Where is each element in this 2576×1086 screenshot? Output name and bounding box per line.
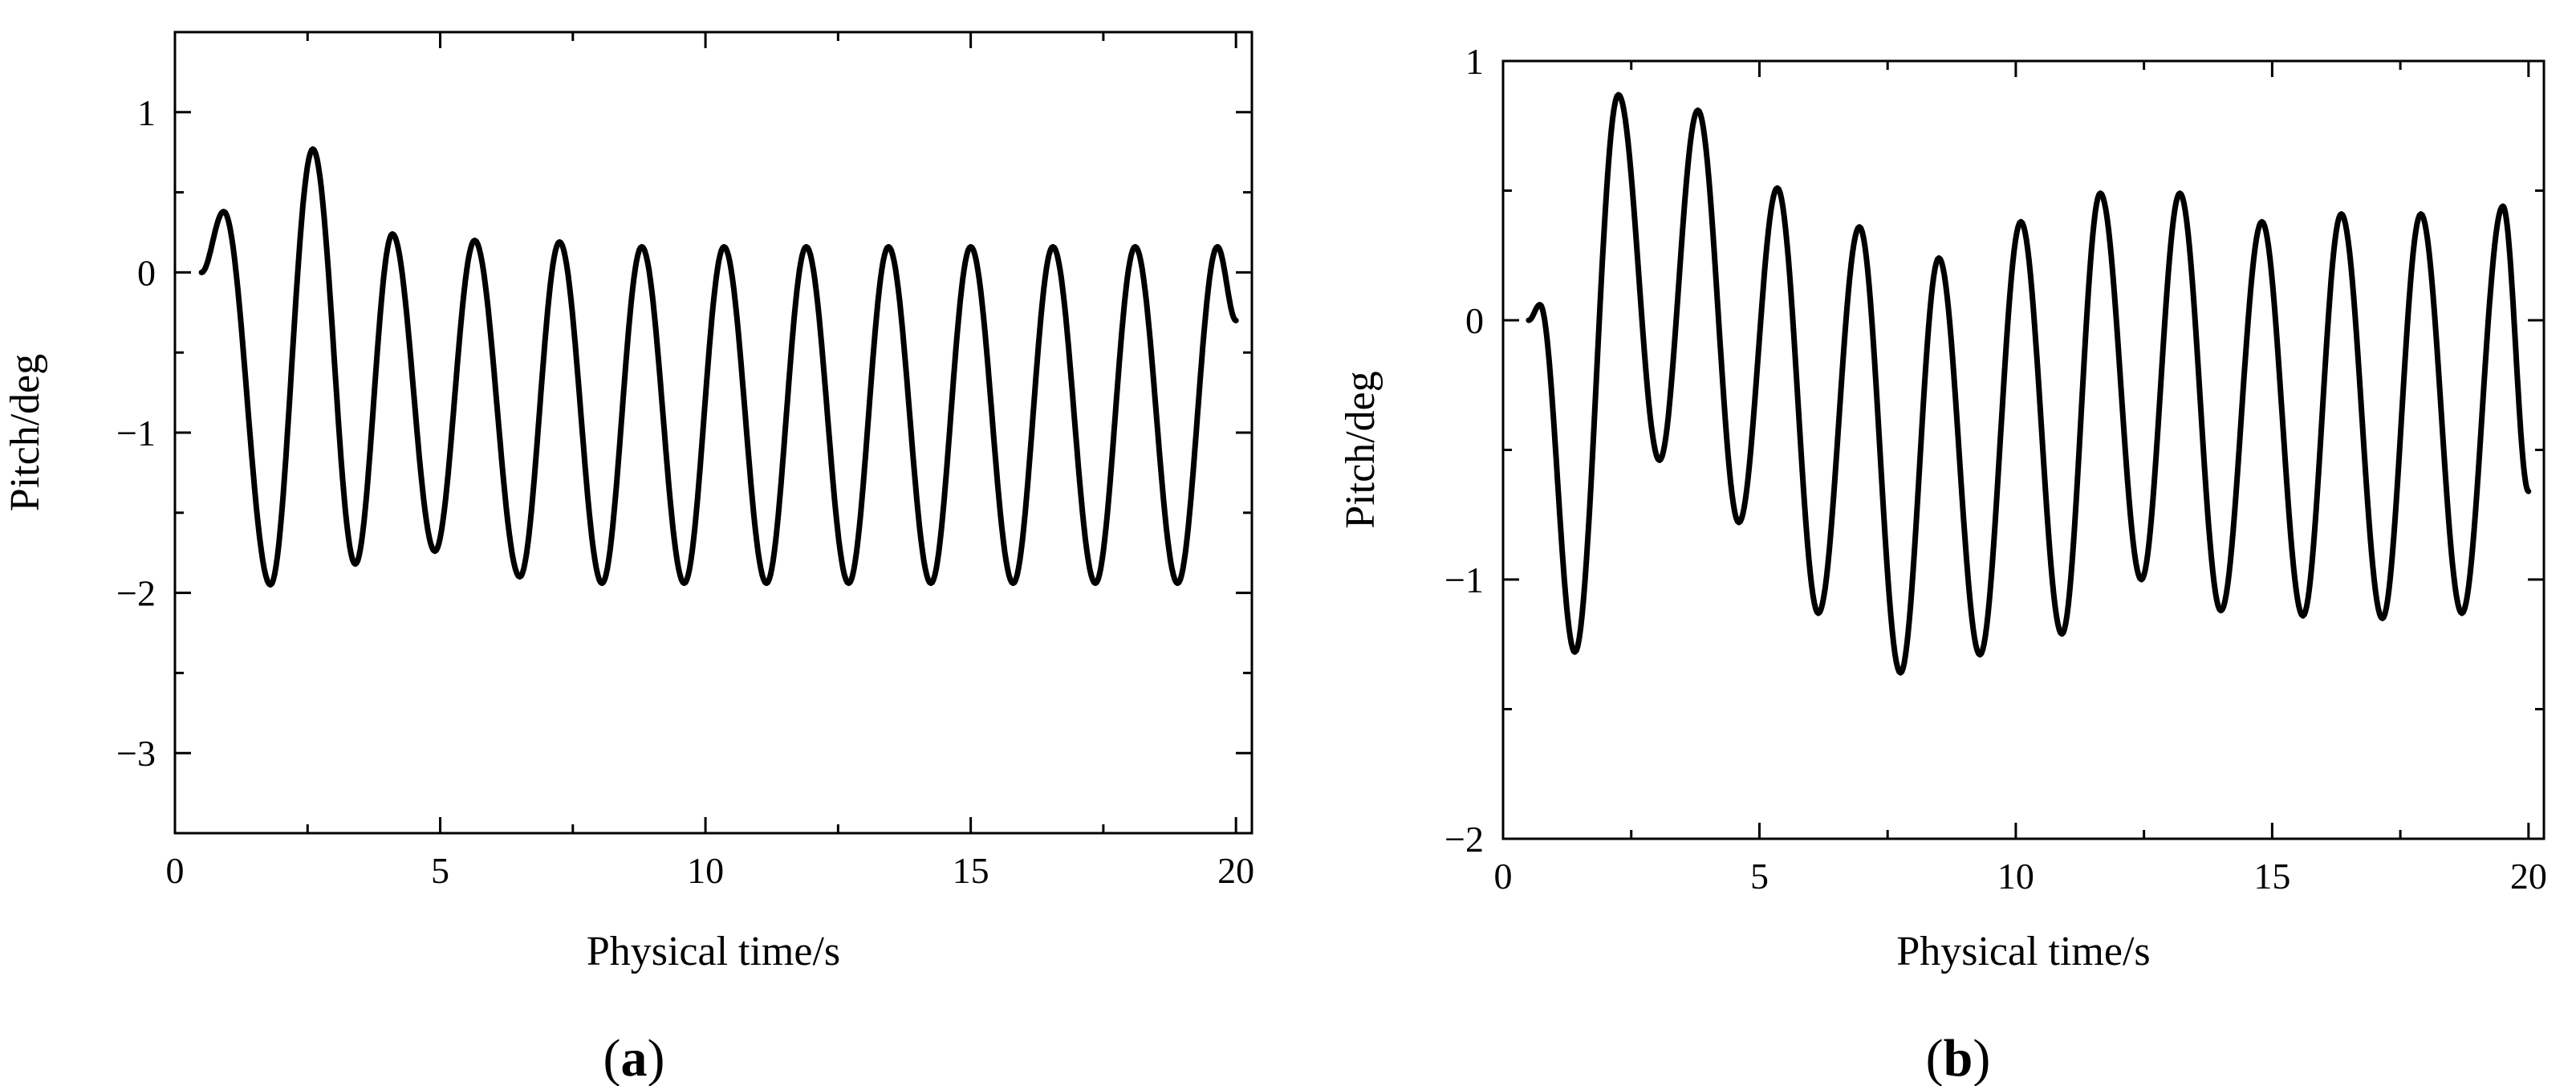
x-tick-label: 20	[1217, 850, 1254, 891]
panel-label: (a)	[603, 1029, 665, 1086]
panel-letter: b	[1944, 1029, 1973, 1086]
y-tick-label: 0	[137, 252, 156, 293]
x-axis-label: Physical time/s	[587, 929, 840, 974]
panel-letter: a	[621, 1029, 648, 1086]
panel-label: (b)	[1926, 1029, 1991, 1086]
y-tick-label: −2	[1444, 819, 1484, 860]
x-tick-label: 5	[1750, 856, 1769, 897]
x-tick-label: 5	[431, 850, 449, 891]
y-axis-label: Pitch/deg	[1338, 371, 1383, 528]
y-tick-label: −2	[116, 573, 156, 614]
x-tick-label: 0	[166, 850, 185, 891]
x-tick-label: 15	[953, 850, 989, 891]
x-tick-label: 0	[1494, 856, 1513, 897]
x-tick-label: 20	[2510, 856, 2547, 897]
series-line-0	[198, 146, 1239, 588]
series-line-0	[1526, 92, 2532, 676]
y-axis-label: Pitch/deg	[2, 354, 48, 511]
plot-frame	[1501, 59, 2546, 840]
y-tick-label: −1	[116, 413, 156, 454]
y-tick-label: −3	[116, 733, 156, 774]
y-tick-label: 0	[1465, 300, 1484, 341]
y-tick-label: −1	[1444, 559, 1484, 600]
y-tick-label: 1	[137, 92, 156, 133]
x-tick-label: 15	[2253, 856, 2290, 897]
x-tick-label: 10	[687, 850, 724, 891]
y-tick-label: 1	[1465, 41, 1484, 82]
x-tick-label: 10	[1997, 856, 2034, 897]
x-axis-label: Physical time/s	[1896, 929, 2150, 974]
